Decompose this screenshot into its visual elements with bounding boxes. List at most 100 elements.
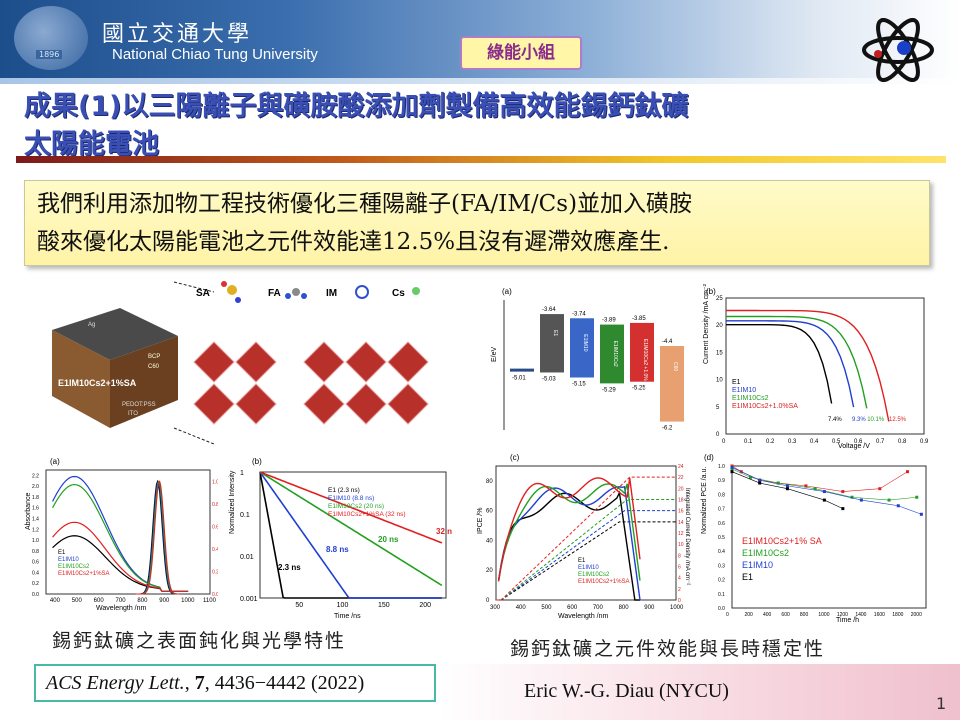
stab-ytick: 0.2 <box>718 578 725 584</box>
stab-point <box>841 507 845 511</box>
ipce-ylabel2: Integrated Current Density /mA cm⁻² <box>684 488 690 585</box>
stab-xtick: 1800 <box>892 612 903 618</box>
jv-ytick: 25 <box>716 296 723 302</box>
perovskite-lattice <box>193 341 429 425</box>
trpl-lifetime-label: 8.8 ns <box>326 545 349 554</box>
band-column-name: C60 <box>672 362 678 371</box>
jv-xtick: 0.6 <box>854 439 863 445</box>
stab-line <box>731 467 922 515</box>
abs-curve <box>52 521 189 592</box>
stab-legend-item: E1IM10 <box>742 560 773 570</box>
ipce-ytick: 60 <box>486 509 493 515</box>
octahedron <box>235 383 277 425</box>
ipce-curve <box>497 490 640 601</box>
mol-fa-label: FA <box>268 288 281 299</box>
stab-ytick: 1.0 <box>718 464 725 470</box>
band-top-value: -4.4 <box>662 339 673 345</box>
band-bar-pedot <box>510 368 534 372</box>
band-bottom-value: -5.03 <box>542 376 556 382</box>
band-column-name: E1IM10Cs2 <box>612 341 618 367</box>
stab-xtick: 400 <box>763 612 772 618</box>
abs-ytick-right: 0.0 <box>212 592 218 598</box>
ipce-ytick: 40 <box>486 538 493 544</box>
stab-point <box>730 470 734 474</box>
abs-xtick: 400 <box>50 598 61 604</box>
trpl-xtick: 150 <box>378 602 390 609</box>
abs-frame <box>45 469 211 595</box>
jv-ytick: 0 <box>716 432 720 438</box>
band-bar <box>600 324 624 384</box>
ipce-ytick-right: 8 <box>678 553 681 559</box>
atom-icon <box>862 18 934 82</box>
trpl-xtick: 200 <box>419 602 431 609</box>
stab-legend-item: E1IM10Cs2 <box>742 548 789 558</box>
summary-line-1: 我們利用添加物工程技術優化三種陽離子(FA/IM/Cs)並加入磺胺 <box>37 191 693 217</box>
band-top-value: -3.64 <box>542 307 556 313</box>
ipce-legend-item: E1 <box>578 558 586 564</box>
octahedron <box>345 341 387 383</box>
stab-ytick: 0.3 <box>718 563 725 569</box>
ipce-legend-item: E1IM10Cs2+1%SA <box>578 579 630 585</box>
stab-legend-item: E1IM10Cs2+1% SA <box>742 536 822 546</box>
structure-figure: Ag BCP C60 E1IM10Cs2+1%SA PEDOT:PSS ITO … <box>52 281 429 445</box>
university-name-cn: 國立交通大學 <box>102 22 253 47</box>
trpl-ytick: 1 <box>240 470 244 477</box>
ref-comma: , <box>184 672 195 694</box>
abs-xtick: 1100 <box>203 598 217 604</box>
trpl-lifetime-label: 2.3 ns <box>278 563 301 572</box>
abs-legend-item: E1IM10 <box>58 557 79 563</box>
stab-ytick: 0.8 <box>718 492 725 498</box>
jv-ytick: 15 <box>716 350 723 356</box>
abs-xtick: 600 <box>94 598 105 604</box>
abs-xtick: 900 <box>159 598 170 604</box>
ipce-xtick: 1000 <box>670 605 684 611</box>
group-badge: 綠能小組 <box>460 36 582 70</box>
trpl-xtick: 100 <box>337 602 349 609</box>
jv-curve <box>726 320 855 408</box>
stab-ytick: 0.0 <box>718 606 725 612</box>
author-credit: Eric W.-G. Diau (NYCU) <box>524 680 729 702</box>
ipce-ylabel: IPCE /% <box>477 508 484 534</box>
ipce-xlabel: Wavelength /nm <box>558 613 608 620</box>
octahedron <box>387 383 429 425</box>
trpl-curve <box>259 471 443 544</box>
jv-legend-item: E1IM10Cs2+1.0%SA <box>732 403 798 410</box>
abs-xtick: 1000 <box>181 598 195 604</box>
ref-journal: ACS Energy Lett. <box>46 672 185 694</box>
stab-ytick: 0.7 <box>718 507 725 513</box>
title-line-2: 太陽能電池 <box>24 129 159 160</box>
octahedron <box>193 383 235 425</box>
band-diagram: (a) E/eV -5.01 PEDOT:PSS -3.64 -5.03 E1 -3.74… <box>491 287 684 432</box>
jv-ytick: 20 <box>716 323 723 329</box>
ipce-xtick: 300 <box>490 605 501 611</box>
stab-point <box>906 470 910 474</box>
jv-xtick: 0.2 <box>766 439 775 445</box>
stab-ytick: 0.1 <box>718 592 725 598</box>
jv-frame <box>725 297 925 435</box>
reference-box: ACS Energy Lett., 7, 4436−4442 (2022) <box>34 664 436 702</box>
ipce-chart: (c) IPCE /% Integrated Current Density /… <box>477 453 690 620</box>
ipce-ytick-right: 24 <box>678 464 684 470</box>
stab-xtick: 1000 <box>818 612 829 618</box>
stab-ytick: 0.6 <box>718 521 725 527</box>
device-stack: Ag BCP C60 E1IM10Cs2+1%SA PEDOT:PSS ITO <box>52 281 215 445</box>
ipce-xtick: 700 <box>593 605 604 611</box>
jv-xlabel: Voltage /V <box>838 443 870 450</box>
stab-xlabel: Time /h <box>836 617 859 624</box>
jv-eff-label: 9.3% <box>852 417 866 423</box>
abs-ytick-right: 0.8 <box>212 502 218 508</box>
stab-xtick: 0 <box>726 612 729 618</box>
ipce-xtick: 800 <box>619 605 630 611</box>
band-bar <box>630 322 654 382</box>
abs-ytick: 1.6 <box>32 506 39 512</box>
stab-xtick: 200 <box>744 612 753 618</box>
caption-right: 錫鈣鈦礦之元件效能與長時穩定性 <box>510 638 826 660</box>
stab-xtick: 2000 <box>911 612 922 618</box>
footer-gradient <box>440 664 960 720</box>
band-bar <box>540 314 564 373</box>
ipce-legend-item: E1IM10 <box>578 565 599 571</box>
ref-pages: , 4436−4442 (2022) <box>204 672 365 694</box>
stab-line <box>731 468 917 501</box>
abs-xtick: 800 <box>137 598 148 604</box>
ipce-ytick: 0 <box>486 598 490 604</box>
